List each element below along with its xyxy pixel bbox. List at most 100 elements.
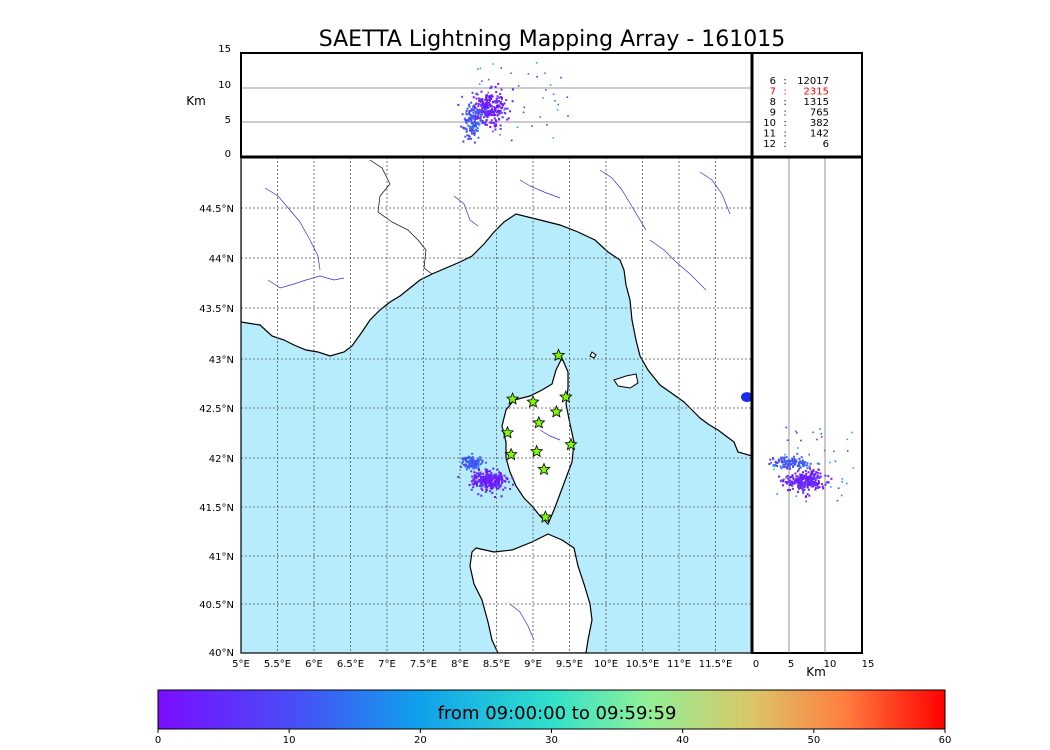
lightning-source — [473, 475, 476, 478]
lightning-source-alt — [472, 109, 475, 112]
lightning-source — [467, 460, 470, 463]
lightning-source-alt — [500, 106, 503, 109]
lightning-source — [465, 460, 468, 463]
lightning-source-side — [805, 472, 808, 475]
lightning-source-side — [789, 476, 792, 479]
lightning-source-alt — [523, 106, 526, 109]
lightning-source-alt — [473, 133, 476, 136]
lon-tick-label: 8.5°E — [483, 659, 510, 670]
lightning-source-side — [806, 493, 809, 496]
lightning-source-alt — [472, 114, 475, 117]
lightning-source-alt — [484, 106, 487, 109]
lon-tick-label: 7.5°E — [410, 659, 437, 670]
lightning-source-alt — [473, 141, 476, 144]
lightning-source — [493, 484, 496, 486]
lightning-source-side — [818, 476, 821, 479]
lightning-source — [460, 466, 463, 469]
stat-station-count: 6 — [770, 76, 776, 87]
lightning-source — [499, 478, 502, 481]
lightning-source-alt — [496, 101, 499, 104]
lightning-source — [473, 474, 476, 477]
lightning-source-side — [807, 479, 810, 482]
lightning-source-alt — [492, 130, 494, 133]
lightning-source — [485, 489, 488, 492]
lightning-source-side — [797, 447, 799, 449]
lightning-source-alt — [495, 123, 498, 126]
lightning-source-side — [795, 495, 798, 497]
lightning-source-side — [803, 475, 806, 478]
lightning-source-alt — [552, 137, 555, 139]
lightning-source-alt — [474, 125, 477, 128]
lightning-source — [488, 473, 491, 476]
lightning-source-alt — [474, 106, 477, 109]
lightning-source-side — [789, 467, 792, 470]
lightning-source — [480, 494, 483, 497]
lightning-source-side — [786, 467, 789, 470]
lightning-source-alt — [470, 132, 473, 135]
lightning-source — [470, 488, 473, 491]
lightning-source — [476, 484, 479, 487]
lightning-source-alt — [476, 115, 479, 118]
lightning-source-side — [793, 459, 796, 462]
alt-tick-label: 15 — [218, 44, 231, 55]
lightning-source — [493, 482, 496, 485]
lightning-source-alt — [479, 119, 482, 122]
lightning-source-side — [833, 450, 835, 453]
elba — [613, 373, 639, 389]
lightning-source-alt — [468, 110, 471, 113]
lightning-source-side — [799, 465, 802, 468]
lightning-source-alt — [470, 120, 473, 123]
lightning-source — [473, 463, 476, 465]
lightning-source — [498, 477, 501, 480]
lightning-source — [484, 477, 487, 480]
lightning-source-side — [777, 458, 780, 461]
lightning-source-side — [788, 463, 791, 466]
lightning-source-side — [776, 493, 778, 495]
lightning-source — [473, 471, 476, 474]
lightning-source-side — [810, 485, 813, 488]
lightning-source-side — [811, 482, 814, 485]
lightning-source-alt — [473, 132, 476, 134]
lightning-source-side — [785, 426, 788, 429]
lightning-source — [477, 473, 480, 476]
lightning-source-side — [804, 461, 807, 463]
lightning-source-alt — [487, 104, 490, 107]
lat-tick-label: 43.5°N — [199, 304, 234, 315]
lightning-source-side — [793, 461, 796, 464]
lightning-source-alt — [465, 112, 468, 115]
lightning-source — [484, 483, 487, 486]
lightning-source-alt — [479, 111, 482, 113]
lightning-source-side — [819, 428, 821, 430]
lightning-source-side — [783, 456, 786, 459]
lightning-source — [464, 465, 467, 468]
lightning-source-alt — [473, 114, 476, 117]
lightning-source-side — [781, 461, 783, 464]
lightning-source-side — [797, 478, 800, 481]
lightning-source-side — [811, 472, 814, 475]
lightning-source-alt — [494, 100, 496, 103]
stat-source-count: 142 — [810, 129, 829, 140]
dense-lightning-blob — [741, 392, 752, 403]
lightning-source-alt — [481, 102, 484, 105]
lightning-source — [479, 473, 482, 476]
lightning-source-alt — [486, 113, 488, 116]
lightning-source-side — [786, 475, 789, 477]
lightning-source-alt — [498, 109, 501, 112]
colorbar: from 09:00:00 to 09:59:59 0 10 20 30 40 50 60 — [155, 689, 951, 746]
lightning-source-side — [828, 482, 830, 484]
lightning-source-side — [798, 463, 800, 465]
lightning-source — [468, 484, 471, 486]
lightning-source-side — [780, 456, 783, 459]
lightning-source — [476, 475, 479, 478]
lightning-source-alt — [468, 111, 471, 114]
lightning-source-alt — [494, 85, 497, 88]
lightning-source-alt — [488, 111, 491, 114]
lightning-source-side — [800, 475, 802, 478]
lat-tick-label: 41.5°N — [199, 503, 234, 514]
lightning-source — [467, 457, 470, 459]
lightning-source-alt — [475, 102, 478, 105]
lightning-source-alt — [457, 103, 460, 106]
lat-tick-label: 44°N — [209, 254, 234, 265]
lightning-source-alt — [499, 133, 501, 136]
lightning-source-alt — [488, 121, 491, 124]
